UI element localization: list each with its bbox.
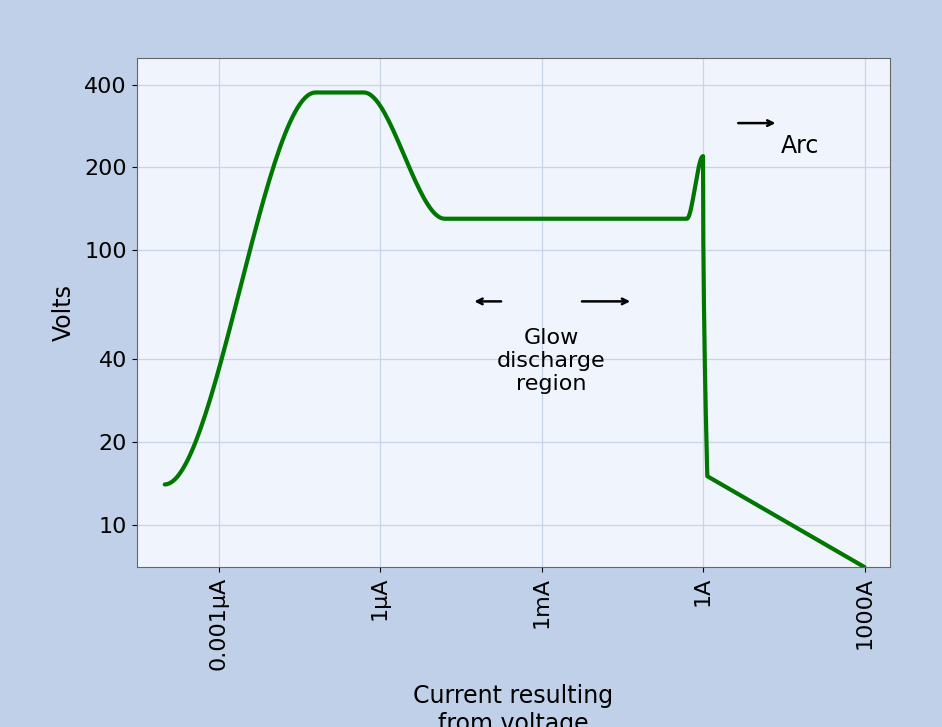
- Text: Glow
discharge
region: Glow discharge region: [496, 328, 606, 394]
- Text: Arc: Arc: [781, 134, 820, 158]
- X-axis label: Current resulting
from voltage: Current resulting from voltage: [414, 684, 613, 727]
- Y-axis label: Volts: Volts: [52, 284, 76, 341]
